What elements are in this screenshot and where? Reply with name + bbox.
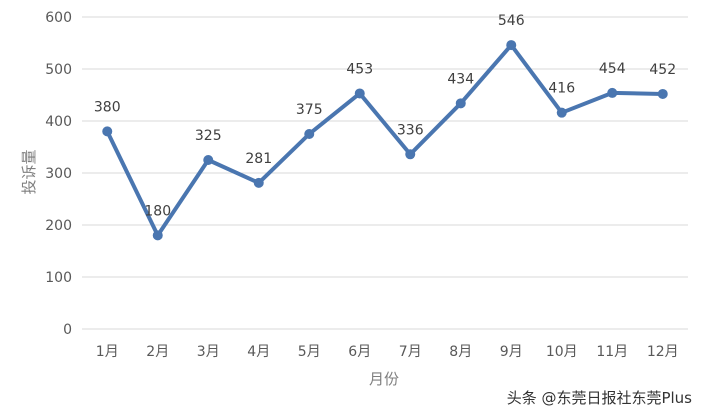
data-label: 325 bbox=[195, 128, 222, 144]
data-labels: 380 180 325 281 375 453 336 434 546 416 454 452 bbox=[94, 13, 676, 219]
x-tick-label: 12月 bbox=[647, 344, 679, 360]
data-label: 546 bbox=[498, 13, 525, 29]
x-tick-label: 5月 bbox=[298, 344, 321, 360]
data-point bbox=[556, 107, 567, 118]
data-label: 452 bbox=[649, 62, 676, 78]
y-tick-label: 100 bbox=[45, 270, 72, 286]
y-tick-label: 200 bbox=[45, 218, 72, 234]
data-label: 380 bbox=[94, 99, 121, 115]
x-axis-title: 月份 bbox=[369, 370, 399, 388]
data-point bbox=[405, 149, 416, 160]
x-tick-label: 9月 bbox=[500, 344, 523, 360]
data-label: 180 bbox=[144, 203, 171, 219]
data-label: 336 bbox=[397, 122, 424, 138]
data-label: 416 bbox=[548, 81, 575, 97]
y-axis-title: 投诉量 bbox=[20, 149, 38, 194]
data-point bbox=[304, 129, 315, 139]
y-tick-label: 600 bbox=[45, 10, 72, 26]
data-point bbox=[657, 88, 668, 99]
data-point bbox=[354, 88, 365, 99]
watermark: 头条 @东莞日报社东莞Plus bbox=[506, 389, 692, 407]
data-label: 281 bbox=[245, 151, 272, 167]
series-polyline bbox=[105, 43, 665, 238]
x-tick-label: 8月 bbox=[449, 344, 472, 360]
x-tick-label: 10月 bbox=[546, 344, 578, 360]
y-tick-label: 500 bbox=[45, 62, 72, 78]
x-tick-label: 1月 bbox=[96, 344, 119, 360]
data-label: 453 bbox=[346, 61, 373, 77]
x-tick-label: 4月 bbox=[247, 344, 270, 360]
data-point bbox=[102, 126, 113, 137]
gridlines bbox=[82, 16, 688, 330]
y-tick-label: 400 bbox=[45, 114, 72, 130]
x-tick-label: 11月 bbox=[596, 344, 628, 360]
x-tick-label: 3月 bbox=[197, 344, 220, 360]
data-label: 454 bbox=[599, 61, 626, 77]
y-tick-label: 0 bbox=[63, 322, 72, 338]
data-point bbox=[607, 87, 618, 98]
x-axis-ticks: 1月 2月 3月 4月 5月 6月 7月 8月 9月 10月 11月 12月 bbox=[96, 344, 679, 360]
y-axis-ticks: 0 100 200 300 400 500 600 bbox=[45, 10, 72, 338]
x-tick-label: 2月 bbox=[146, 344, 169, 360]
data-point bbox=[506, 40, 517, 51]
data-point bbox=[253, 177, 264, 188]
y-tick-label: 300 bbox=[45, 166, 72, 182]
data-point bbox=[455, 98, 466, 109]
x-tick-label: 6月 bbox=[348, 344, 371, 360]
data-point bbox=[152, 230, 163, 241]
series-line bbox=[102, 40, 668, 241]
x-tick-label: 7月 bbox=[399, 344, 422, 360]
data-label: 434 bbox=[447, 71, 474, 87]
data-label: 375 bbox=[296, 102, 323, 118]
data-point bbox=[203, 155, 214, 165]
